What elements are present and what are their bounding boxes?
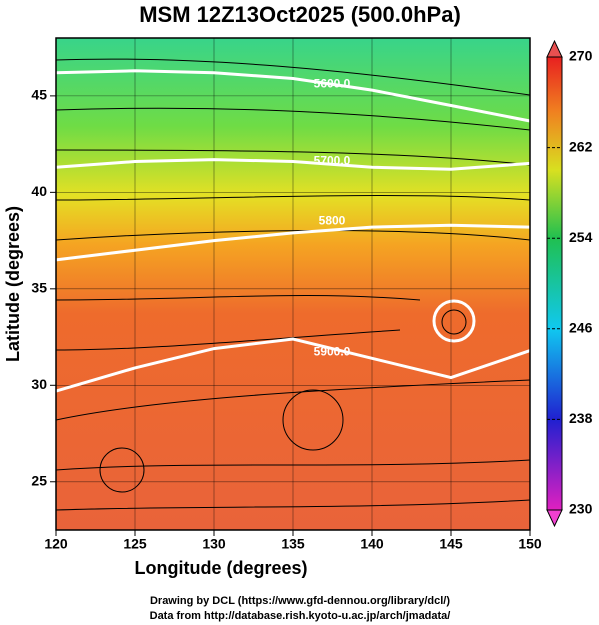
x-tick-label: 135 — [281, 536, 305, 552]
contour-label: 5800 — [319, 213, 346, 227]
contour-label: 5900.0 — [314, 344, 351, 358]
colorbar-tick-label: 270 — [569, 48, 593, 64]
colorbar — [546, 56, 563, 511]
colorbar-tick-label: 230 — [569, 501, 593, 517]
closed-contour — [432, 299, 476, 343]
vortex — [99, 447, 145, 493]
x-axis-title: Longitude (degrees) — [134, 558, 307, 578]
streamlines — [56, 58, 530, 511]
vortex — [441, 309, 467, 335]
y-tick-label: 45 — [31, 87, 47, 103]
x-tick-label: 150 — [518, 536, 542, 552]
x-tick-label: 120 — [44, 536, 68, 552]
colorbar-tick-label: 238 — [569, 410, 593, 426]
colorbar-under — [546, 509, 563, 528]
contour-label: 5700.0 — [314, 153, 351, 167]
colorbar-tick-label: 262 — [569, 138, 593, 154]
contour-line — [55, 223, 531, 262]
x-tick-label: 130 — [202, 536, 226, 552]
x-tick-label: 140 — [360, 536, 384, 552]
footer-line: Drawing by DCL (https://www.gfd-dennou.o… — [150, 595, 450, 607]
footer-line: Data from http://database.rish.kyoto-u.a… — [150, 610, 451, 622]
colorbar-tick-label: 246 — [569, 320, 593, 336]
y-tick-label: 30 — [31, 376, 47, 392]
y-tick-label: 25 — [31, 472, 47, 488]
y-axis-title: Latitude (degrees) — [3, 206, 23, 362]
contour-line — [55, 158, 531, 171]
contour-label: 5600.0 — [314, 76, 351, 90]
streamline — [56, 58, 530, 511]
x-tick-label: 145 — [439, 536, 463, 552]
chart-title: MSM 12Z13Oct2025 (500.0hPa) — [139, 2, 461, 27]
colorbar-tick-label: 254 — [569, 229, 593, 245]
vortex — [282, 389, 344, 451]
y-tick-label: 40 — [31, 183, 47, 199]
contour-line — [55, 337, 531, 393]
x-tick-label: 125 — [123, 536, 147, 552]
y-tick-label: 35 — [31, 280, 47, 296]
contour-line — [55, 69, 531, 123]
colorbar-over — [546, 39, 563, 58]
